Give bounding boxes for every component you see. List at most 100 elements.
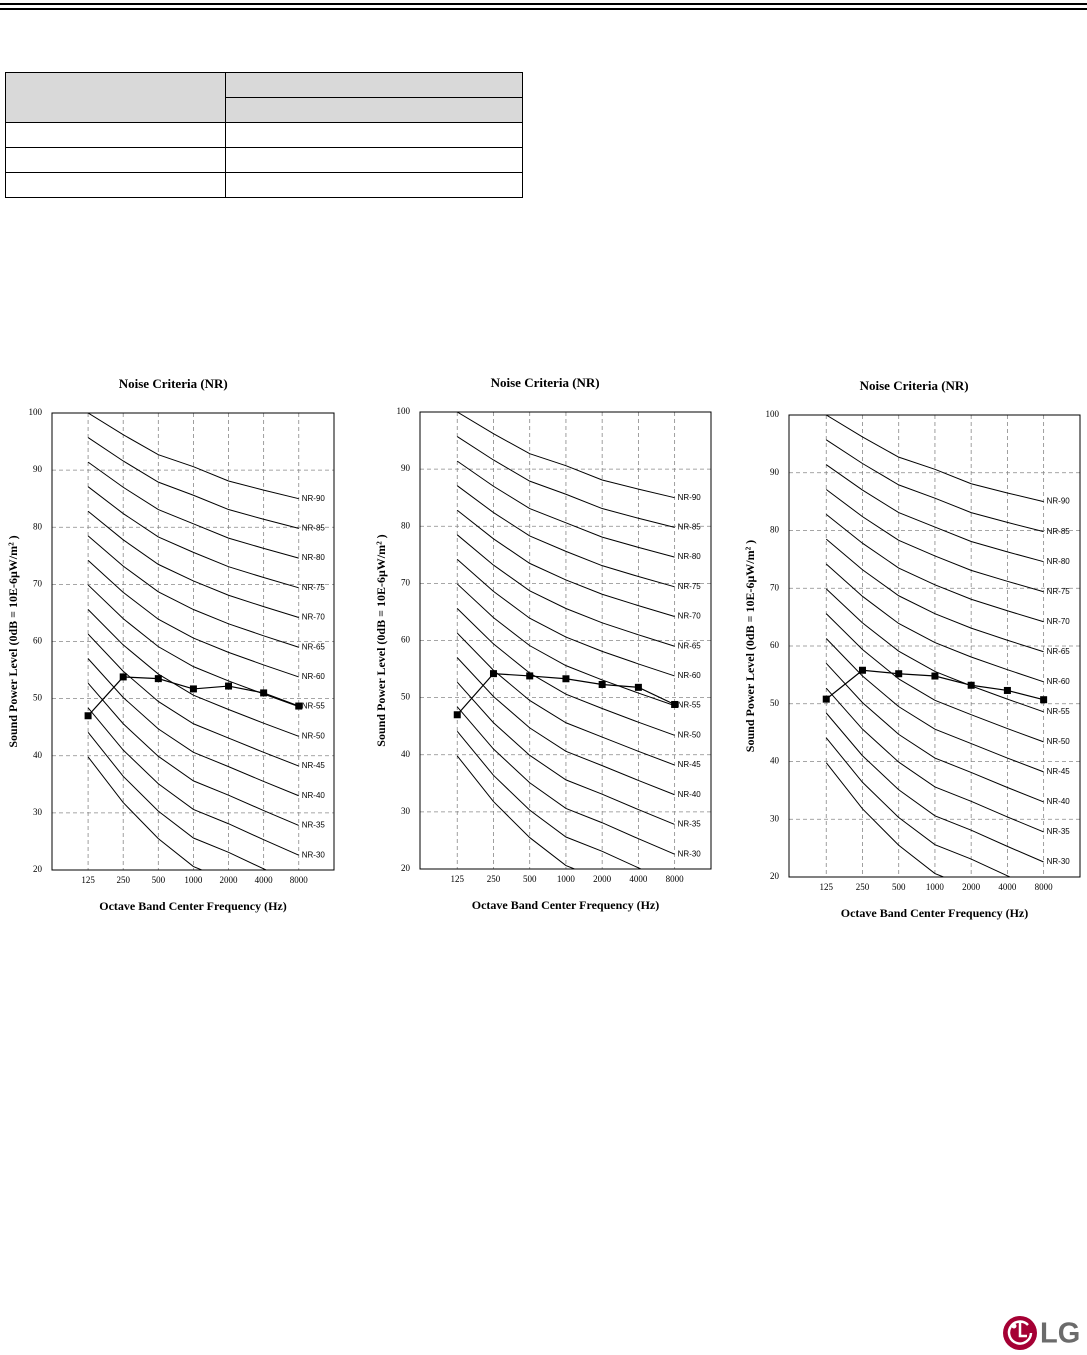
nr-curve-label: NR-45 <box>1047 767 1071 776</box>
nr-chart: Noise Criteria (NR) 20 30 40 50 60 70 80 90 100 12… <box>374 375 712 912</box>
nr-curve <box>87 756 204 870</box>
nr-curve-label: NR-50 <box>302 731 326 740</box>
x-axis-label: Octave Band Center Frequency (Hz) <box>472 898 660 912</box>
nr-curve <box>87 560 299 678</box>
y-axis-label: Sound Power Level (0dB = 10E-6μW/m² ) <box>374 534 388 746</box>
y-tick-label: 90 <box>401 463 411 473</box>
measured-point <box>671 700 679 708</box>
measured-point <box>1003 686 1011 694</box>
nr-curve-label: NR-60 <box>1047 677 1071 686</box>
nr-curve <box>825 638 1044 773</box>
plot-frame <box>419 411 712 870</box>
measured-point <box>260 689 268 697</box>
header-cell <box>225 97 523 123</box>
x-tick-label: 500 <box>152 875 166 885</box>
x-tick-label: 2000 <box>220 875 239 885</box>
chart-title: Noise Criteria (NR) <box>491 375 600 390</box>
nr-curve <box>456 657 675 796</box>
y-tick-label: 100 <box>29 407 43 417</box>
nr-curve-label: NR-85 <box>1047 527 1071 536</box>
nr-curve-label: NR-75 <box>678 582 702 591</box>
x-tick-label: 125 <box>819 882 833 892</box>
top-rule <box>0 3 1087 5</box>
nr-curve <box>87 707 299 856</box>
nr-curve-label: NR-40 <box>678 790 702 799</box>
nr-chart: Noise Criteria (NR) 20 30 40 50 60 70 80 90 100 12… <box>743 378 1081 920</box>
nr-curve <box>825 464 1044 563</box>
nr-curve-label: NR-45 <box>302 761 326 770</box>
nr-curve <box>87 633 299 767</box>
y-tick-label: 40 <box>401 749 411 759</box>
nr-curve-label: NR-30 <box>302 850 326 859</box>
nr-curve <box>456 608 675 736</box>
measured-point <box>154 675 162 683</box>
nr-curve <box>825 687 1044 833</box>
nr-curve-label: NR-55 <box>1047 707 1071 716</box>
header-cell <box>5 72 226 123</box>
nr-curve <box>87 609 299 737</box>
x-tick-label: 500 <box>523 874 537 884</box>
y-tick-label: 60 <box>401 635 411 645</box>
y-tick-label: 70 <box>33 578 43 588</box>
nr-curve-label: NR-30 <box>1047 857 1071 866</box>
x-tick-label: 8000 <box>290 875 309 885</box>
nr-curve <box>825 415 1044 503</box>
nr-curve <box>456 559 675 677</box>
nr-curve <box>87 535 299 648</box>
y-axis-label: Sound Power Level (0dB = 10E-6μW/m² ) <box>743 540 757 752</box>
nr-curve <box>87 732 268 870</box>
nr-curve-label: NR-75 <box>1047 587 1071 596</box>
nr-curve-label: NR-65 <box>1047 647 1071 656</box>
y-tick-label: 50 <box>33 693 43 703</box>
table-cell <box>5 172 226 198</box>
logo-text: LG <box>1040 1318 1080 1350</box>
nr-curve-label: NR-90 <box>302 494 326 503</box>
measured-point <box>598 680 606 688</box>
nr-curve <box>456 681 675 825</box>
y-tick-label: 70 <box>401 577 411 587</box>
measured-point <box>489 670 497 678</box>
y-tick-label: 50 <box>770 698 780 708</box>
top-rule <box>0 8 1087 10</box>
y-tick-label: 20 <box>401 863 411 873</box>
y-tick-label: 30 <box>401 806 411 816</box>
x-tick-label: 125 <box>450 874 464 884</box>
nr-curve-label: NR-35 <box>302 821 326 830</box>
measured-point <box>295 702 303 710</box>
nr-curve-label: NR-80 <box>1047 557 1071 566</box>
nr-curve <box>456 731 643 869</box>
nr-curve-label: NR-55 <box>302 702 326 711</box>
nr-curve <box>825 662 1044 803</box>
header-cell <box>225 72 523 98</box>
lg-logo: LG <box>1003 1316 1080 1350</box>
y-tick-label: 90 <box>770 467 780 477</box>
nr-curve-label: NR-80 <box>302 553 326 562</box>
y-tick-label: 40 <box>770 756 780 766</box>
table-cell <box>5 122 226 148</box>
nr-curve <box>456 583 675 707</box>
nr-curve-label: NR-85 <box>302 524 326 533</box>
nr-curve-label: NR-60 <box>678 671 702 680</box>
y-tick-label: 60 <box>770 640 780 650</box>
chart-title: Noise Criteria (NR) <box>119 376 228 391</box>
nr-curve-label: NR-40 <box>1047 797 1071 806</box>
nr-curve <box>87 486 299 589</box>
measured-point <box>526 672 534 680</box>
nr-curve-label: NR-65 <box>302 642 326 651</box>
nr-curve <box>456 460 675 558</box>
nr-curve-label: NR-45 <box>678 760 702 769</box>
measured-point <box>453 711 461 719</box>
nr-curve-label: NR-40 <box>302 791 326 800</box>
nr-curve <box>87 413 299 500</box>
nr-curve <box>456 412 675 499</box>
x-tick-label: 4000 <box>998 882 1017 892</box>
y-tick-label: 30 <box>770 813 780 823</box>
nr-curve-label: NR-30 <box>678 849 702 858</box>
measured-point <box>858 666 866 674</box>
nr-curve <box>825 737 1012 877</box>
measured-point <box>562 675 570 683</box>
y-tick-label: 70 <box>770 582 780 592</box>
y-tick-label: 40 <box>33 750 43 760</box>
